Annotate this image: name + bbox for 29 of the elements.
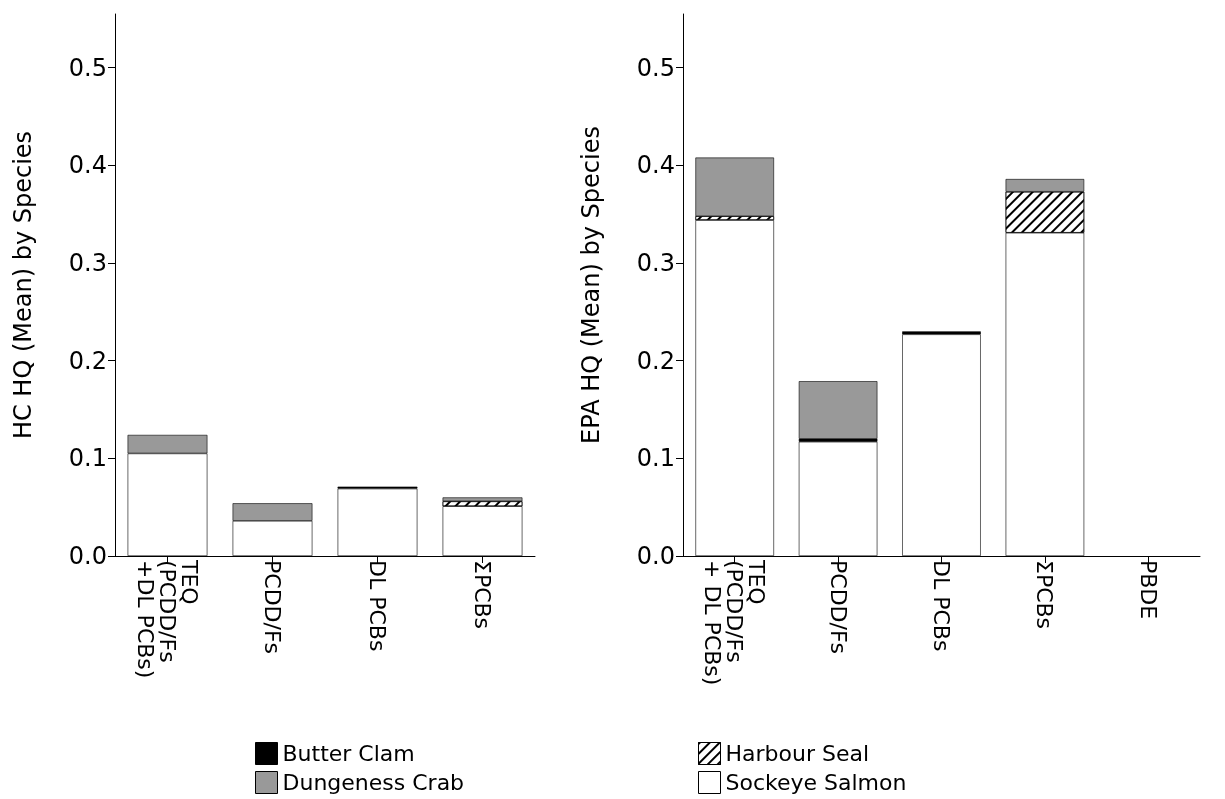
legend-label: Dungeness Crab — [282, 770, 465, 795]
y-tick-label: 0.0 — [68, 542, 107, 570]
x-tick-label: PCDD/Fs — [825, 560, 851, 655]
x-tick-label: PBDE — [1135, 560, 1161, 620]
y-tick-label: 0.4 — [68, 151, 107, 180]
y-tick-label: 0.3 — [68, 249, 107, 278]
y-tick-label: 0.5 — [636, 53, 675, 82]
x-tick-label: ΣPCBs — [1032, 560, 1058, 630]
legend-label: Butter Clam — [282, 741, 415, 766]
y-tick-label: 0.1 — [636, 444, 675, 473]
legend-label: Harbour Seal — [725, 741, 870, 766]
y-tick-label: 0.0 — [636, 542, 675, 570]
y-tick-label: 0.1 — [68, 444, 107, 473]
x-tick-label: PCDD/Fs — [260, 560, 285, 655]
y-tick-label: 0.5 — [68, 53, 107, 82]
x-tick-label: DL PCBs — [929, 560, 954, 652]
y-axis-title: HC HQ (Mean) by Species — [9, 130, 37, 440]
legend-label: Sockeye Salmon — [725, 770, 907, 795]
bar — [695, 157, 774, 217]
y-tick-label: 0.3 — [636, 249, 675, 278]
x-tick-label: TEQ (PCDD/Fs +DL PCBs) — [133, 559, 202, 679]
y-tick-label: 0.2 — [68, 346, 107, 375]
x-tick-label: DL PCBs — [365, 560, 390, 652]
y-tick-label: 0.2 — [636, 346, 675, 375]
y-axis-title: EPA HQ (Mean) by Species — [577, 126, 605, 444]
y-tick-label: 0.4 — [636, 151, 675, 180]
x-tick-label: TEQ (PCDD/Fs + DL PCBs) — [700, 559, 770, 686]
bar — [798, 381, 878, 439]
x-tick-label: ΣPCBs — [470, 560, 495, 630]
